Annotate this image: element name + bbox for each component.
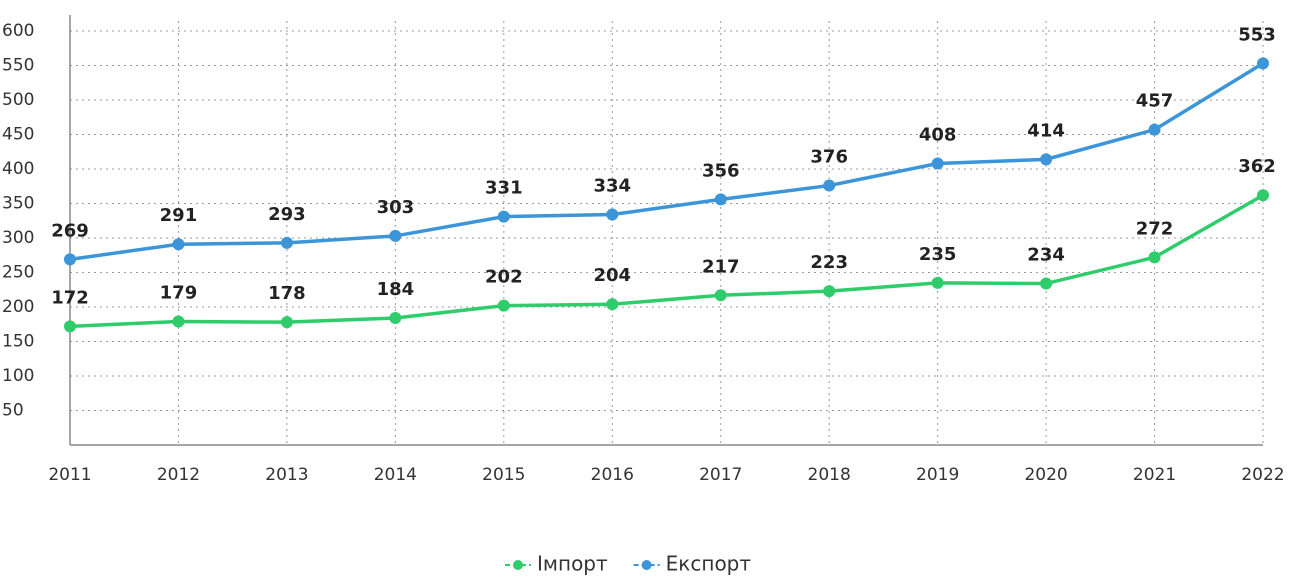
y-tick-label: 450 bbox=[2, 125, 34, 145]
value-label: 172 bbox=[51, 287, 89, 308]
data-point bbox=[606, 298, 618, 310]
x-tick-label: 2019 bbox=[916, 465, 959, 485]
legend-label: Експорт bbox=[666, 552, 752, 576]
y-tick-label: 550 bbox=[2, 56, 34, 76]
value-label: 291 bbox=[160, 205, 198, 226]
x-tick-label: 2020 bbox=[1024, 465, 1067, 485]
data-point bbox=[1257, 189, 1269, 201]
y-tick-label: 200 bbox=[2, 297, 34, 317]
y-tick-label: 400 bbox=[2, 159, 34, 179]
value-label: 202 bbox=[485, 267, 523, 288]
data-point bbox=[498, 300, 510, 312]
data-point bbox=[823, 285, 835, 297]
y-tick-label: 300 bbox=[2, 228, 34, 248]
data-point bbox=[281, 237, 293, 249]
y-tick-label: 50 bbox=[2, 401, 24, 421]
value-label: 272 bbox=[1136, 218, 1174, 239]
legend-marker bbox=[513, 560, 523, 570]
value-label: 293 bbox=[268, 204, 306, 225]
value-label: 234 bbox=[1027, 245, 1065, 266]
value-label: 457 bbox=[1136, 91, 1174, 112]
data-point bbox=[823, 180, 835, 192]
page: {"chart_data": {"type": "line", "x": [20… bbox=[0, 0, 1292, 578]
data-point bbox=[715, 193, 727, 205]
value-label: 553 bbox=[1238, 24, 1276, 45]
x-tick-label: 2013 bbox=[265, 465, 308, 485]
x-tick-label: 2012 bbox=[157, 465, 200, 485]
value-label: 414 bbox=[1027, 120, 1065, 141]
legend-label: Імпорт bbox=[537, 552, 608, 576]
data-point bbox=[932, 157, 944, 169]
legend-marker bbox=[642, 560, 652, 570]
data-point bbox=[64, 320, 76, 332]
value-label: 223 bbox=[810, 252, 848, 273]
x-tick-label: 2016 bbox=[591, 465, 634, 485]
value-label: 269 bbox=[51, 220, 89, 241]
value-label: 303 bbox=[377, 197, 415, 218]
value-label: 362 bbox=[1238, 156, 1276, 177]
value-label: 217 bbox=[702, 256, 740, 277]
y-tick-label: 350 bbox=[2, 194, 34, 214]
chart: 50 100 150 200 250 300 350 400 450 500 550 600 2011 2… bbox=[0, 0, 1292, 578]
x-tick-label: 2021 bbox=[1133, 465, 1176, 485]
value-label: 376 bbox=[810, 147, 848, 168]
data-point bbox=[715, 289, 727, 301]
value-label: 408 bbox=[919, 124, 957, 145]
data-point bbox=[389, 230, 401, 242]
value-label: 184 bbox=[377, 279, 415, 300]
value-label: 179 bbox=[160, 282, 198, 303]
data-point bbox=[1149, 251, 1161, 263]
data-point bbox=[1257, 57, 1269, 69]
series-line bbox=[70, 63, 1263, 259]
y-tick-label: 250 bbox=[2, 263, 34, 283]
x-tick-label: 2015 bbox=[482, 465, 525, 485]
data-point bbox=[606, 209, 618, 221]
value-label: 356 bbox=[702, 160, 740, 181]
value-label: 204 bbox=[593, 265, 631, 286]
data-point bbox=[64, 253, 76, 265]
x-tick-label: 2017 bbox=[699, 465, 742, 485]
data-point bbox=[389, 312, 401, 324]
y-tick-label: 150 bbox=[2, 332, 34, 352]
data-point bbox=[172, 238, 184, 250]
data-point bbox=[1040, 278, 1052, 290]
y-tick-label: 100 bbox=[2, 366, 34, 386]
data-point bbox=[932, 277, 944, 289]
data-point bbox=[281, 316, 293, 328]
value-label: 331 bbox=[485, 178, 523, 199]
y-tick-label: 500 bbox=[2, 90, 34, 110]
x-tick-label: 2014 bbox=[374, 465, 417, 485]
value-label: 334 bbox=[593, 176, 631, 197]
value-label: 178 bbox=[268, 283, 306, 304]
y-tick-label: 600 bbox=[2, 21, 34, 41]
data-point bbox=[498, 211, 510, 223]
x-tick-label: 2022 bbox=[1241, 465, 1284, 485]
data-point bbox=[1040, 153, 1052, 165]
x-tick-label: 2018 bbox=[808, 465, 851, 485]
data-point bbox=[172, 315, 184, 327]
data-point bbox=[1149, 124, 1161, 136]
x-tick-label: 2011 bbox=[48, 465, 91, 485]
value-label: 235 bbox=[919, 244, 957, 265]
